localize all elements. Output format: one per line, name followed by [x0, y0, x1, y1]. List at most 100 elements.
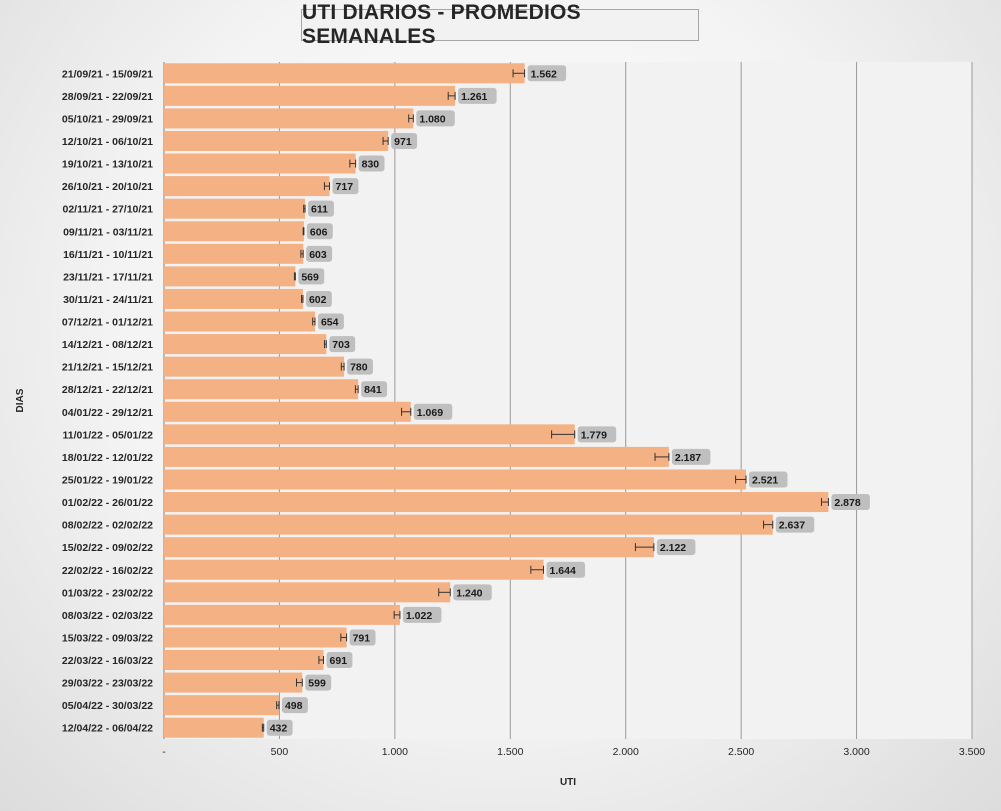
bar — [164, 198, 306, 219]
data-label-box — [332, 178, 359, 195]
category-label: 16/11/21 - 10/11/21 — [63, 249, 153, 261]
data-label: 830 — [358, 155, 385, 172]
data-label-box — [326, 652, 353, 669]
error-bar — [530, 565, 545, 574]
error-bar — [763, 520, 774, 529]
category-label: 05/10/21 - 29/09/21 — [62, 113, 153, 125]
data-label: 1.261 — [458, 87, 497, 104]
plot-background — [164, 62, 972, 739]
category-label: 28/12/21 - 22/12/21 — [62, 384, 153, 396]
data-label-text: 2.637 — [779, 520, 805, 532]
error-bar — [301, 294, 304, 303]
category-label: 12/04/22 - 06/04/22 — [62, 723, 153, 735]
error-bar — [654, 452, 670, 461]
x-tick-label: 1.000 — [382, 746, 408, 758]
data-label-box — [347, 358, 373, 375]
error-bar — [408, 114, 414, 123]
y-axis-title: DIAS — [15, 388, 26, 412]
data-label-box — [305, 290, 332, 307]
bar — [164, 379, 359, 400]
category-label: 18/01/22 - 12/01/22 — [62, 452, 153, 464]
data-label-text: 569 — [301, 271, 319, 283]
error-bar — [551, 430, 576, 439]
data-label: 703 — [329, 336, 356, 353]
data-label-box — [831, 494, 870, 511]
category-label: 02/11/21 - 27/10/21 — [63, 204, 154, 216]
data-label-text: 791 — [353, 632, 371, 644]
data-label-box — [546, 561, 586, 578]
gridlines — [163, 62, 973, 739]
data-label: 602 — [305, 290, 332, 307]
category-label: 22/03/22 - 16/03/22 — [62, 655, 153, 667]
bar — [164, 469, 746, 490]
error-bar — [349, 159, 357, 168]
data-label-text: 691 — [330, 655, 348, 667]
bar — [164, 63, 525, 84]
data-label: 2.122 — [656, 539, 696, 556]
category-label: 19/10/21 - 13/10/21 — [62, 159, 153, 171]
data-label-box — [306, 245, 333, 262]
data-label-text: 599 — [308, 678, 326, 690]
data-label-box — [402, 606, 442, 623]
data-label: 1.562 — [527, 65, 567, 82]
error-bar — [393, 610, 401, 619]
x-tick-label: 1.500 — [497, 746, 523, 758]
data-label: 841 — [361, 381, 388, 398]
category-label: 26/10/21 - 20/10/21 — [62, 181, 153, 193]
error-bar — [340, 362, 345, 371]
error-bar — [634, 543, 655, 552]
bar — [164, 650, 324, 671]
bar — [164, 221, 304, 242]
data-label: 1.644 — [546, 561, 586, 578]
data-label-text: 841 — [364, 384, 382, 396]
data-label: 2.878 — [831, 494, 870, 511]
data-label-box — [266, 719, 293, 736]
data-label-box — [306, 223, 333, 240]
error-bar — [820, 498, 829, 507]
bar — [164, 424, 575, 445]
bar — [164, 672, 303, 693]
error-bar — [323, 340, 327, 349]
x-tick-label: - — [162, 746, 166, 758]
category-label: 22/02/22 - 16/02/22 — [62, 565, 153, 577]
bar — [164, 582, 451, 603]
x-tick-label: 3.500 — [959, 746, 985, 758]
category-label: 07/12/21 - 01/12/21 — [62, 317, 153, 329]
data-label-text: 971 — [394, 136, 412, 148]
error-bar — [340, 633, 348, 642]
category-label: 21/09/21 - 15/09/21 — [62, 68, 153, 80]
error-bar — [382, 136, 389, 145]
x-tick-label: 500 — [271, 746, 289, 758]
category-label: 11/01/22 - 05/01/22 — [63, 429, 154, 441]
data-label: 599 — [305, 674, 332, 691]
data-label-text: 606 — [310, 226, 328, 238]
data-label-text: 1.644 — [550, 565, 576, 577]
error-bars — [261, 69, 829, 732]
data-label-text: 498 — [285, 700, 303, 712]
bar — [164, 559, 544, 580]
data-label-box — [317, 313, 344, 330]
error-bar — [261, 723, 265, 732]
data-label-box — [748, 471, 788, 488]
error-bar — [735, 475, 747, 484]
category-label: 12/10/21 - 06/10/21 — [62, 136, 153, 148]
data-label: 2.637 — [775, 516, 815, 533]
data-label-text: 1.022 — [406, 610, 432, 622]
bar — [164, 514, 773, 535]
category-label: 28/09/21 - 22/09/21 — [62, 91, 153, 103]
category-label: 29/03/22 - 23/03/22 — [62, 678, 153, 690]
data-label: 569 — [298, 268, 325, 285]
bar — [164, 153, 356, 174]
error-bar — [447, 91, 456, 100]
data-label-text: 780 — [350, 362, 368, 374]
category-label: 01/02/22 - 26/01/22 — [62, 497, 153, 509]
x-tick-labels: - 500 1.000 1.500 2.000 2.500 3.000 3.500 — [162, 746, 985, 758]
bar — [164, 130, 389, 151]
error-bar — [293, 272, 296, 281]
data-label-text: 611 — [311, 204, 328, 216]
data-label-box — [775, 516, 815, 533]
data-label: 1.069 — [413, 403, 453, 420]
error-bar — [323, 182, 331, 191]
data-label-box — [358, 155, 385, 172]
